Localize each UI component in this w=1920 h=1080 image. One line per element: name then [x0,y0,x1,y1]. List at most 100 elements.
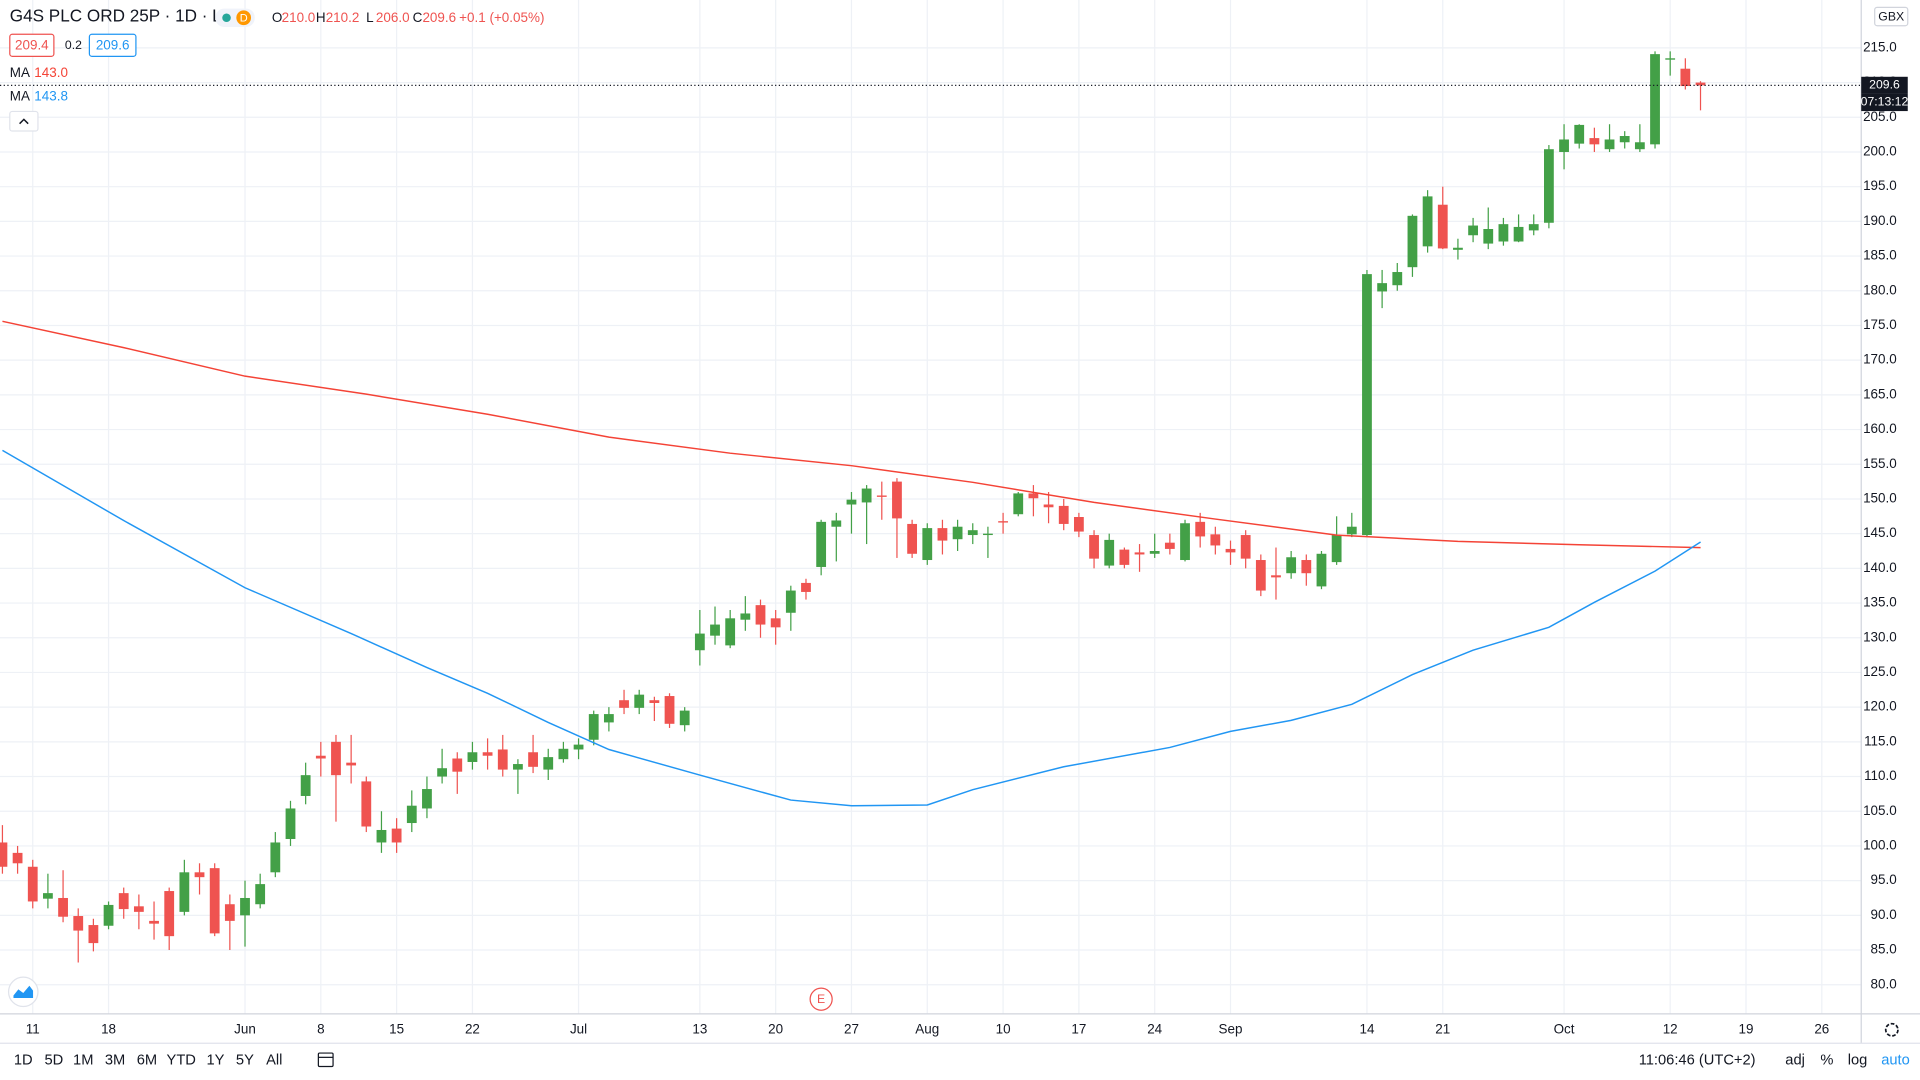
bid-box[interactable] [9,33,55,57]
legend-value: 143.0 [34,65,68,80]
scale-option[interactable]: log [1848,1052,1868,1068]
y-tick-label: 155.0 [1863,456,1897,471]
candle-body [346,762,357,766]
candle-body [1634,142,1645,150]
symbol[interactable]: G4S PLC ORD 25P · 1D · LSE [10,6,245,26]
settings-icon[interactable] [1884,1022,1899,1037]
candle-body [513,764,523,770]
y-tick-label: 105.0 [1863,803,1897,818]
candle-body [1543,149,1554,223]
candle-body [1331,535,1342,563]
candle-body [1271,575,1281,578]
y-tick-label: 115.0 [1864,733,1897,748]
candle-body [331,741,341,776]
candle-body [406,805,417,824]
candle-body [1104,539,1115,566]
range-button[interactable]: YTD [167,1052,196,1068]
range-button[interactable]: 5Y [236,1052,254,1068]
candle-body [1089,535,1099,559]
y-tick-label: 125.0 [1863,664,1897,679]
scale-option[interactable]: % [1820,1052,1833,1068]
x-tick-label: 27 [844,1021,859,1036]
legend-name[interactable]: MA [10,65,30,80]
range-button[interactable]: 1Y [207,1052,225,1068]
scale-option[interactable]: adj [1785,1052,1805,1068]
plot [0,51,1862,963]
range-button[interactable]: 5D [44,1052,63,1068]
candle-body [240,897,250,916]
candle-body [452,758,463,772]
candle-body [1225,548,1236,553]
candle-body [528,752,538,767]
earnings-marker[interactable] [809,987,833,1011]
y-tick-label: 170.0 [1863,352,1897,367]
candle-body [710,624,720,636]
y-tick-label: 90.0 [1871,907,1897,922]
range-button[interactable]: All [266,1052,282,1068]
candle-body [619,700,629,708]
logo[interactable] [7,976,39,1008]
candle-body [1255,560,1266,591]
y-tick-label: 200.0 [1863,144,1897,159]
candle-body [634,694,645,708]
countdown: 07:13:12 [1861,95,1909,109]
legend-name[interactable]: MA [10,88,30,103]
candle-body [73,916,84,931]
scale-option[interactable]: auto [1881,1052,1910,1068]
candle-body [194,872,205,878]
ask[interactable]: 209.6 [96,37,130,52]
candle-body [118,893,129,910]
candle-body [497,749,508,770]
candle-body [1180,523,1190,561]
candle-body [300,775,311,796]
candle-body [0,842,8,867]
candle-body [361,781,372,827]
legend-value: 143.8 [34,88,68,103]
currency-box[interactable] [1874,6,1909,27]
candle-body [1377,283,1388,292]
ohlc: O 210.0 H 210.2 L 206.0 C 209.6 [272,10,456,25]
x-tick-label: 15 [389,1021,404,1036]
candle-body [1407,215,1418,268]
candle-body [664,696,675,724]
candle-body [1665,58,1676,60]
candle-body [967,530,978,536]
candle-body [1650,54,1660,145]
candle-body [1301,560,1312,574]
y-tick-label: 135.0 [1863,595,1897,610]
range-button[interactable]: 6M [137,1052,157,1068]
ma-line [2,449,1701,807]
range-button[interactable]: 3M [105,1052,125,1068]
candle-body [179,872,190,912]
market-dot [222,13,231,23]
x-tick-label: 19 [1739,1021,1754,1036]
ohlc-key: O [272,10,282,25]
candle-body [740,613,751,620]
y-tick-label: 185.0 [1863,248,1897,263]
x-tick-label: 8 [317,1021,324,1036]
candle-body [376,829,387,843]
collapse-button[interactable] [9,110,39,132]
candle-body [1362,274,1372,536]
range-button[interactable]: 1D [14,1052,33,1068]
candle-body [1604,139,1615,150]
ohlc-value: 210.2 [326,10,360,25]
ask-box[interactable] [88,33,137,57]
x-tick-label: 14 [1359,1021,1374,1036]
countdown-tag [1861,93,1908,112]
candle-body [1134,552,1145,555]
ma-line [2,320,1701,549]
bid[interactable]: 209.4 [15,37,49,52]
earnings-label: E [817,992,825,1006]
calendar-icon[interactable] [317,1052,334,1068]
x-tick-label: Jul [570,1021,587,1036]
candle-body [482,752,493,756]
currency[interactable]: GBX [1878,9,1904,23]
candle-body [785,590,796,613]
candle-body [649,700,660,703]
range-button[interactable]: 1M [73,1052,93,1068]
x-tick-label: Jun [234,1021,256,1036]
candle-body [983,533,993,536]
x-tick-label: 12 [1663,1021,1678,1036]
candle-body [1559,139,1569,152]
